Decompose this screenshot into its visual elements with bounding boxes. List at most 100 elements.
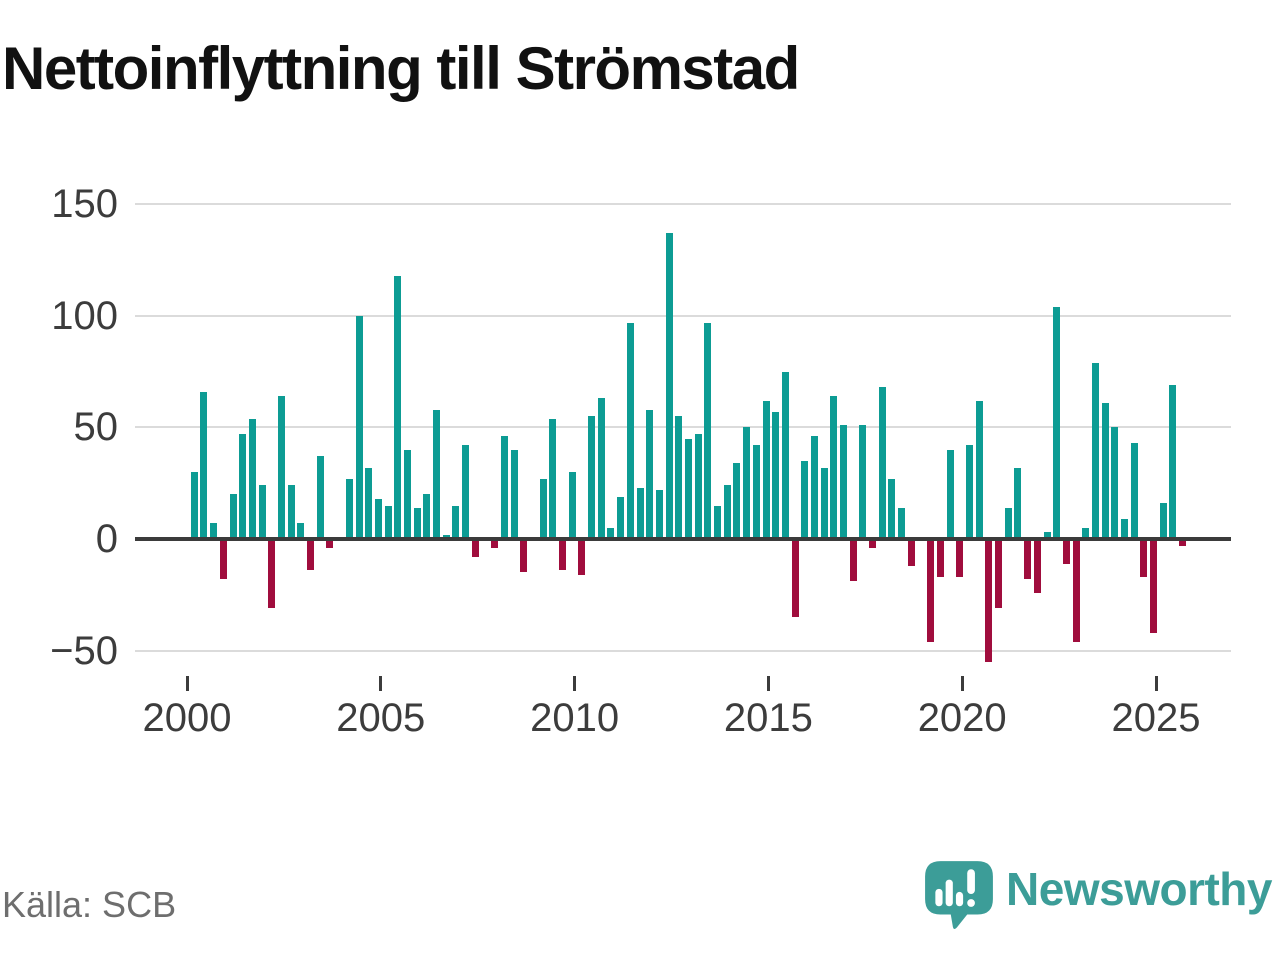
bar-2004Q3 [365,467,373,539]
x-axis-label-2005: 2005 [336,696,426,740]
bar-2012Q3 [675,416,683,539]
x-axis-label-2010: 2010 [530,696,620,740]
bar-2009Q1 [539,478,547,539]
bar-2002Q3 [287,485,295,539]
bar-2019Q3 [946,449,954,539]
bar-2002Q1 [268,539,276,609]
bar-2022Q4 [1072,539,1080,642]
bar-2021Q3 [1024,539,1032,580]
chart-title: Nettoinflyttning till Strömstad [2,35,800,102]
bar-2014Q1 [733,463,741,539]
bar-2013Q3 [714,505,722,539]
bar-2024Q3 [1140,539,1148,577]
bar-2013Q1 [694,434,702,539]
bar-2017Q3 [869,539,877,548]
bar-2025Q3 [1179,539,1187,546]
bar-2002Q2 [278,396,285,539]
logo-exclamation-bar [967,869,975,894]
bar-2006Q1 [423,494,431,539]
x-axis-tick-2025 [1154,676,1158,691]
bar-2025Q2 [1169,385,1177,539]
bar-2006Q2 [433,409,441,539]
bar-2008Q2 [510,449,518,539]
bar-2019Q1 [927,539,935,642]
bar-2001Q1 [229,494,237,539]
bar-2005Q3 [403,449,411,539]
bar-2008Q3 [520,539,528,573]
source-text: Källa: SCB [2,884,177,925]
bar-2003Q1 [307,539,315,571]
bar-2010Q2 [588,416,596,539]
bar-2021Q2 [1014,467,1022,539]
bar-2005Q2 [394,275,402,539]
bar-2005Q1 [384,505,392,539]
bar-2025Q1 [1159,503,1167,539]
x-axis-tick-2010 [573,676,577,691]
x-axis-tick-2005 [379,676,383,691]
bar-2003Q3 [326,539,334,548]
bar-2023Q4 [1111,427,1119,539]
bar-2020Q3 [985,539,993,662]
bar-2010Q4 [607,527,615,539]
bar-2001Q2 [239,434,247,539]
bar-2007Q1 [462,445,470,539]
bar-2017Q2 [859,425,867,539]
x-axis-tick-2015 [766,676,770,691]
bar-2000Q1 [190,472,198,539]
bar-2012Q2 [665,233,673,539]
newsworthy-pin-barchart-icon [925,861,993,930]
bar-2005Q4 [413,507,421,539]
zero-axis-line [135,537,1231,541]
bar-2014Q4 [762,400,770,539]
x-axis-label-2000: 2000 [142,696,232,740]
bar-2020Q2 [975,400,983,539]
bar-2009Q2 [549,418,557,539]
newsworthy-logo: Newsworthy [922,856,1272,934]
bar-2016Q1 [810,436,818,539]
y-axis-label-100: 100 [51,293,118,338]
bar-2021Q1 [1004,507,1012,539]
bar-2013Q4 [723,485,731,539]
bar-2021Q4 [1033,539,1041,593]
bar-2014Q2 [743,427,751,539]
bar-2006Q3 [442,534,450,539]
gridline-100 [135,314,1231,317]
bar-2020Q4 [995,539,1003,609]
bar-2023Q2 [1091,362,1099,539]
bar-2012Q1 [655,489,663,539]
x-axis-label-2025: 2025 [1111,696,1201,740]
bar-2016Q2 [820,467,828,539]
logo-bar-1 [935,888,943,907]
bar-2004Q4 [374,498,382,539]
y-axis-label-150: 150 [51,182,118,227]
bar-2024Q4 [1150,539,1158,633]
bar-2019Q4 [956,539,964,577]
bar-2015Q3 [791,539,799,618]
logo-bar-2 [945,879,953,907]
bar-2004Q1 [345,478,353,539]
bar-2007Q4 [491,539,499,548]
bar-2024Q1 [1121,518,1129,539]
bar-2011Q2 [626,322,634,539]
bar-2015Q2 [781,371,789,539]
bar-2000Q3 [210,523,218,539]
bar-2015Q4 [801,460,809,539]
bar-2022Q3 [1062,539,1070,564]
bar-2001Q3 [248,418,256,539]
bar-2011Q4 [646,409,654,539]
bar-2018Q2 [898,507,906,539]
bar-2002Q4 [297,523,305,539]
bar-2007Q2 [471,539,479,557]
gridline-50 [135,426,1231,429]
bar-2013Q2 [704,322,712,539]
bar-2011Q3 [636,487,644,539]
bar-2011Q1 [617,496,625,539]
bar-2023Q1 [1082,527,1090,539]
bar-2012Q4 [684,438,692,539]
bar-2015Q1 [772,411,780,539]
bar-2009Q3 [559,539,567,571]
newsworthy-wordmark: Newsworthy [1006,863,1272,915]
x-axis-label-2015: 2015 [723,696,813,740]
bar-2022Q1 [1043,532,1051,539]
